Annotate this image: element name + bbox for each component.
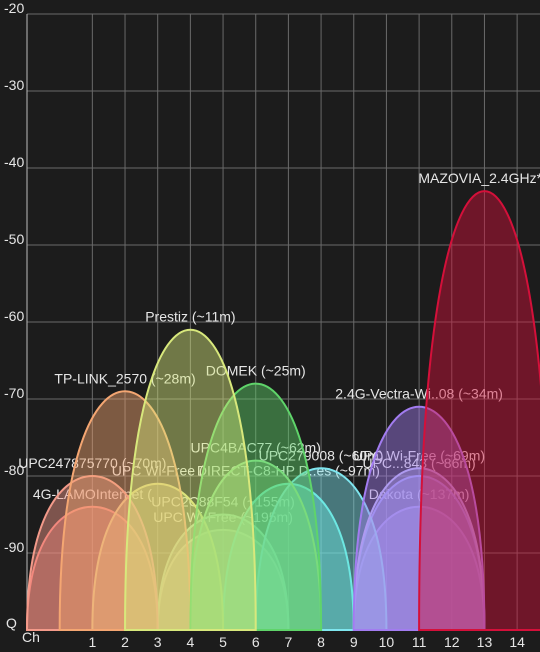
x-tick-label: 3	[154, 634, 162, 650]
network-label: TP-LINK_2570 (~28m)	[54, 370, 195, 386]
network-arc	[189, 382, 323, 631]
network-label: DIRECT-C8-HP D..es (~97m)	[197, 463, 380, 479]
network-label: UPC Wi-Free (	[112, 463, 204, 479]
network-label: Prestiz (~11m)	[145, 309, 235, 325]
network-label: UPC279008 (~60m)	[259, 447, 384, 463]
x-tick-label: 12	[444, 634, 460, 650]
network-arc	[189, 459, 323, 631]
network-label: UPC Wi-Free (~69m)	[353, 447, 485, 463]
network-label: Dakota (~137m)	[369, 486, 470, 502]
network-arc	[124, 328, 257, 631]
x-tick-label: 11	[412, 634, 427, 650]
y-tick-label: -80	[4, 462, 24, 478]
x-axis-label: Ch	[22, 629, 40, 645]
x-tick-label: 13	[477, 634, 493, 650]
x-tick-label: 7	[285, 634, 293, 650]
network-label: UPC247875770 (~70m)	[18, 455, 166, 471]
y-bottom-label: Q	[6, 615, 17, 631]
y-tick-label: -40	[4, 154, 24, 170]
y-tick-label: -90	[4, 539, 24, 555]
network-label: UPC Wi-Free (~195m)	[153, 509, 293, 525]
y-tick-label: -30	[4, 77, 24, 93]
network-arc	[58, 390, 192, 631]
x-tick-label: 9	[350, 634, 358, 650]
y-tick-label: -20	[4, 0, 24, 16]
x-tick-label: 1	[88, 634, 96, 650]
y-tick-label: -70	[4, 385, 24, 401]
network-label: DOMEK (~25m)	[206, 363, 306, 379]
x-tick-label: 14	[509, 634, 525, 650]
network-label: 2.4G-Vectra-Wi..08 (~34m)	[335, 386, 503, 402]
x-tick-label: 5	[219, 634, 227, 650]
x-tick-label: 2	[121, 634, 129, 650]
network-label: MAZOVIA_2.4GHz* (	[418, 170, 540, 186]
y-tick-label: -60	[4, 308, 24, 324]
x-tick-label: 6	[252, 634, 260, 650]
network-label: UPC...843 (~86m)	[362, 455, 475, 471]
x-tick-label: 4	[186, 634, 194, 650]
y-tick-label: -50	[4, 231, 24, 247]
x-tick-label: 10	[379, 634, 395, 650]
x-tick-label: 8	[317, 634, 325, 650]
network-label: UPC4BAC77 (~62m)	[191, 440, 321, 456]
network-arc	[418, 190, 540, 631]
network-arc	[352, 405, 486, 631]
